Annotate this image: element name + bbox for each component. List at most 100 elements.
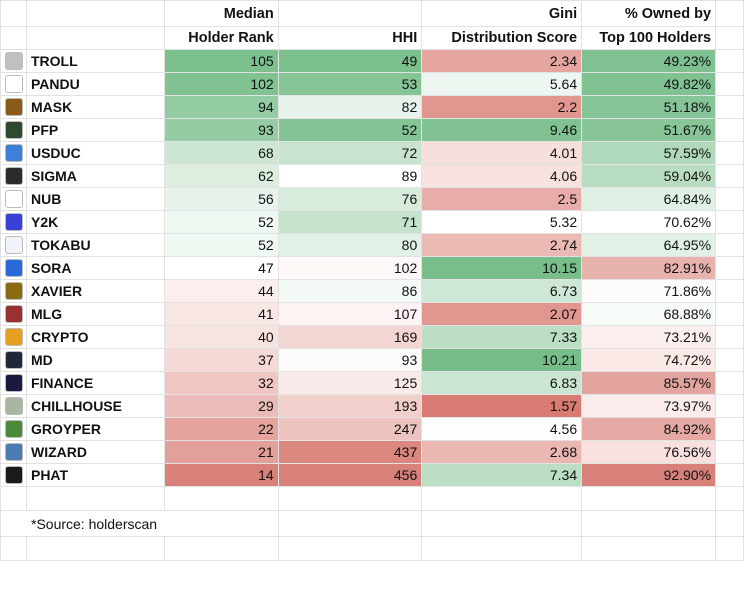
- logo-cell[interactable]: [0, 164, 27, 188]
- token-name[interactable]: WIZARD: [25, 440, 165, 464]
- cell[interactable]: [163, 536, 279, 561]
- token-name[interactable]: MD: [25, 348, 165, 372]
- cell[interactable]: [715, 510, 744, 537]
- logo-cell[interactable]: [0, 95, 27, 119]
- token-name[interactable]: CHILLHOUSE: [25, 394, 165, 418]
- cell[interactable]: [715, 0, 744, 27]
- logo-cell[interactable]: [0, 348, 27, 372]
- cell[interactable]: [277, 510, 423, 537]
- logo-cell[interactable]: [0, 49, 27, 73]
- token-name[interactable]: SORA: [25, 256, 165, 280]
- logo-cell[interactable]: [0, 417, 27, 441]
- logo-cell[interactable]: [0, 325, 27, 349]
- token-name[interactable]: GROYPER: [25, 417, 165, 441]
- cell[interactable]: [715, 210, 744, 234]
- token-name[interactable]: Y2K: [25, 210, 165, 234]
- median-holder-rank[interactable]: 37: [163, 348, 279, 372]
- cell[interactable]: [715, 141, 744, 165]
- hhi-value[interactable]: 52: [277, 118, 423, 142]
- hhi-value[interactable]: 53: [277, 72, 423, 96]
- token-name[interactable]: MASK: [25, 95, 165, 119]
- owned-top-100[interactable]: 84.92%: [581, 417, 717, 441]
- gini-score[interactable]: 9.46: [421, 118, 583, 142]
- logo-cell[interactable]: [0, 394, 27, 418]
- owned-top-100[interactable]: 49.82%: [581, 72, 717, 96]
- cell[interactable]: [25, 536, 165, 561]
- hhi-value[interactable]: 437: [277, 440, 423, 464]
- header-gini-line2[interactable]: Distribution Score: [421, 26, 583, 50]
- header-owned-line1[interactable]: % Owned by: [581, 0, 717, 27]
- header-hhi[interactable]: HHI: [277, 26, 423, 50]
- cell[interactable]: [581, 486, 717, 511]
- median-holder-rank[interactable]: 41: [163, 302, 279, 326]
- header-rank-line2[interactable]: Holder Rank: [163, 26, 279, 50]
- cell[interactable]: [715, 187, 744, 211]
- gini-score[interactable]: 6.83: [421, 371, 583, 395]
- cell[interactable]: [421, 510, 583, 537]
- hhi-value[interactable]: 49: [277, 49, 423, 73]
- token-name[interactable]: PHAT: [25, 463, 165, 487]
- cell[interactable]: [715, 279, 744, 303]
- cell[interactable]: [277, 536, 423, 561]
- cell[interactable]: [715, 164, 744, 188]
- gini-score[interactable]: 4.01: [421, 141, 583, 165]
- owned-top-100[interactable]: 64.95%: [581, 233, 717, 257]
- token-name[interactable]: NUB: [25, 187, 165, 211]
- cell[interactable]: [715, 536, 744, 561]
- hhi-value[interactable]: 102: [277, 256, 423, 280]
- logo-cell[interactable]: [0, 440, 27, 464]
- owned-top-100[interactable]: 70.62%: [581, 210, 717, 234]
- owned-top-100[interactable]: 92.90%: [581, 463, 717, 487]
- hhi-value[interactable]: 76: [277, 187, 423, 211]
- cell[interactable]: [715, 463, 744, 487]
- gini-score[interactable]: 2.34: [421, 49, 583, 73]
- median-holder-rank[interactable]: 32: [163, 371, 279, 395]
- gini-score[interactable]: 7.34: [421, 463, 583, 487]
- token-name[interactable]: TROLL: [25, 49, 165, 73]
- cell[interactable]: [715, 486, 744, 511]
- median-holder-rank[interactable]: 105: [163, 49, 279, 73]
- cell[interactable]: [0, 536, 27, 561]
- token-name[interactable]: CRYPTO: [25, 325, 165, 349]
- gini-score[interactable]: 5.32: [421, 210, 583, 234]
- cell[interactable]: [715, 371, 744, 395]
- gini-score[interactable]: 10.15: [421, 256, 583, 280]
- gini-score[interactable]: 7.33: [421, 325, 583, 349]
- gini-score[interactable]: 2.74: [421, 233, 583, 257]
- hhi-value[interactable]: 86: [277, 279, 423, 303]
- hhi-value[interactable]: 89: [277, 164, 423, 188]
- token-name[interactable]: PFP: [25, 118, 165, 142]
- owned-top-100[interactable]: 76.56%: [581, 440, 717, 464]
- gini-score[interactable]: 2.5: [421, 187, 583, 211]
- cell[interactable]: [0, 26, 27, 50]
- median-holder-rank[interactable]: 47: [163, 256, 279, 280]
- median-holder-rank[interactable]: 52: [163, 233, 279, 257]
- token-name[interactable]: XAVIER: [25, 279, 165, 303]
- owned-top-100[interactable]: 68.88%: [581, 302, 717, 326]
- hhi-value[interactable]: 71: [277, 210, 423, 234]
- logo-cell[interactable]: [0, 463, 27, 487]
- cell[interactable]: [715, 348, 744, 372]
- hhi-value[interactable]: 72: [277, 141, 423, 165]
- median-holder-rank[interactable]: 21: [163, 440, 279, 464]
- cell[interactable]: [421, 486, 583, 511]
- cell[interactable]: [715, 256, 744, 280]
- logo-cell[interactable]: [0, 118, 27, 142]
- cell[interactable]: [277, 0, 423, 27]
- token-name[interactable]: MLG: [25, 302, 165, 326]
- cell[interactable]: [715, 118, 744, 142]
- gini-score[interactable]: 6.73: [421, 279, 583, 303]
- token-name[interactable]: PANDU: [25, 72, 165, 96]
- cell[interactable]: [25, 486, 165, 511]
- token-name[interactable]: FINANCE: [25, 371, 165, 395]
- owned-top-100[interactable]: 73.97%: [581, 394, 717, 418]
- median-holder-rank[interactable]: 94: [163, 95, 279, 119]
- hhi-value[interactable]: 247: [277, 417, 423, 441]
- median-holder-rank[interactable]: 22: [163, 417, 279, 441]
- header-owned-line2[interactable]: Top 100 Holders: [581, 26, 717, 50]
- median-holder-rank[interactable]: 68: [163, 141, 279, 165]
- owned-top-100[interactable]: 51.18%: [581, 95, 717, 119]
- cell[interactable]: [0, 0, 27, 27]
- gini-score[interactable]: 4.06: [421, 164, 583, 188]
- median-holder-rank[interactable]: 44: [163, 279, 279, 303]
